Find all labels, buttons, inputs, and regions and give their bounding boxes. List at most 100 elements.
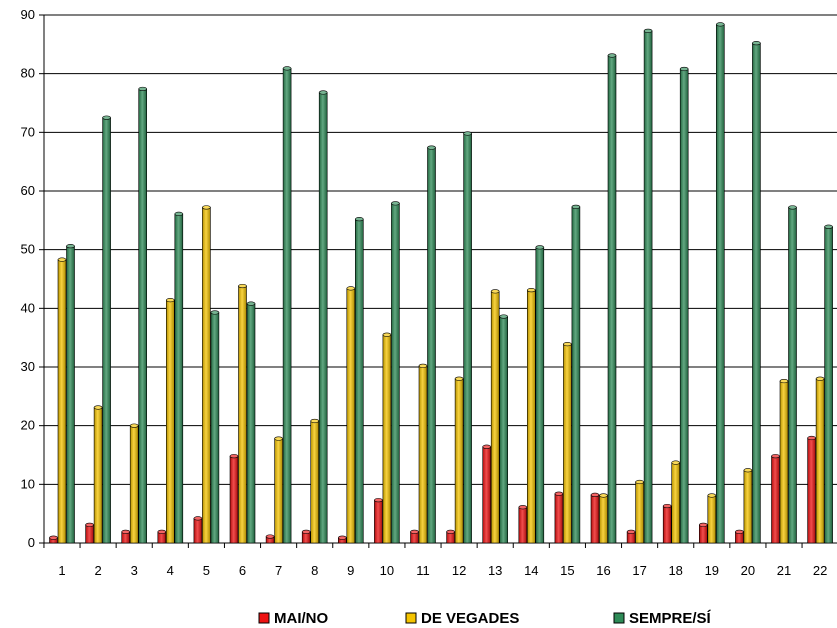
bar: [318, 90, 328, 544]
bar: [193, 516, 203, 544]
x-tick-label: 21: [777, 563, 791, 578]
bar: [85, 522, 94, 544]
bar: [490, 289, 500, 544]
bar: [743, 468, 753, 544]
bar: [482, 444, 492, 544]
bar: [166, 298, 175, 544]
bar: [427, 145, 436, 544]
y-tick-label: 0: [28, 535, 35, 550]
bar: [779, 378, 789, 544]
bar: [571, 204, 581, 544]
bar: [310, 418, 320, 544]
bar: [274, 436, 283, 544]
x-tick-label: 7: [275, 563, 282, 578]
y-tick-label: 80: [21, 66, 35, 81]
bar: [346, 286, 356, 544]
x-tick-label: 18: [668, 563, 682, 578]
bar: [157, 529, 167, 544]
bar: [499, 314, 509, 544]
bar: [824, 224, 833, 544]
legend-swatch: [258, 612, 270, 624]
y-tick-label: 30: [21, 359, 35, 374]
y-tick-label: 90: [21, 7, 35, 22]
x-tick-label: 19: [705, 563, 719, 578]
bar: [246, 301, 256, 544]
bar: [446, 529, 455, 544]
x-tick-label: 10: [380, 563, 394, 578]
bar: [418, 363, 428, 544]
bar: [771, 454, 780, 544]
x-tick-label: 15: [560, 563, 574, 578]
x-tick-label: 12: [452, 563, 466, 578]
bar: [202, 205, 211, 544]
bar: [807, 435, 816, 544]
bar: [662, 503, 672, 544]
bar: [121, 529, 130, 544]
bar: [410, 529, 419, 544]
bar: [57, 257, 67, 544]
bar: [391, 201, 400, 544]
legend-item: MAI/NO: [258, 610, 328, 627]
bar: [282, 66, 292, 544]
x-tick-label: 6: [239, 563, 246, 578]
y-tick-label: 20: [21, 418, 35, 433]
legend-label: SEMPRE/SÍ: [629, 610, 712, 627]
bar: [599, 493, 608, 544]
x-tick-label: 4: [167, 563, 174, 578]
bar: [49, 535, 58, 544]
x-tick-label: 9: [347, 563, 354, 578]
bar: [671, 460, 681, 544]
y-tick-label: 70: [21, 124, 35, 139]
x-tick-label: 11: [416, 563, 430, 578]
bar: [563, 342, 572, 544]
legend-swatch: [405, 612, 417, 624]
bar: [526, 288, 536, 544]
bar: [337, 535, 347, 544]
legend-item: DE VEGADES: [405, 610, 519, 627]
x-tick-label: 8: [311, 563, 318, 578]
x-tick-label: 16: [596, 563, 610, 578]
bar: [590, 492, 600, 544]
bar: [93, 405, 103, 544]
x-tick-label: 14: [524, 563, 538, 578]
bar: [607, 53, 617, 544]
bar: [102, 115, 111, 544]
bar: [715, 22, 725, 544]
bar: [535, 245, 545, 544]
bar: [229, 454, 239, 544]
bar: [626, 529, 636, 544]
bar: [554, 491, 564, 544]
x-tick-label: 20: [741, 563, 755, 578]
bar: [265, 534, 275, 544]
x-tick-label: 3: [131, 563, 138, 578]
bar: [815, 376, 825, 544]
bar: [66, 244, 75, 544]
bars: [49, 22, 833, 544]
bar: [698, 522, 708, 544]
x-tick-label: 1: [58, 563, 65, 578]
bar: [635, 479, 644, 544]
y-tick-label: 40: [21, 300, 35, 315]
bar: [129, 423, 139, 544]
bar: [210, 310, 220, 544]
bar: [788, 205, 797, 544]
legend: MAI/NO DE VEGADES SEMPRE/SÍ: [258, 610, 712, 627]
bar: [354, 217, 364, 544]
x-tick-label: 5: [203, 563, 210, 578]
bar: [707, 493, 717, 544]
bar: [138, 86, 147, 544]
y-tick-label: 10: [21, 476, 35, 491]
bar: [454, 376, 464, 544]
bar: [643, 28, 653, 544]
bar: [679, 66, 689, 544]
bar: [735, 529, 744, 544]
y-tick-label: 60: [21, 183, 35, 198]
legend-item: SEMPRE/SÍ: [613, 610, 712, 627]
bar: [518, 505, 528, 544]
bar: [301, 529, 311, 544]
x-tick-label: 2: [94, 563, 101, 578]
x-tick-label: 17: [632, 563, 646, 578]
